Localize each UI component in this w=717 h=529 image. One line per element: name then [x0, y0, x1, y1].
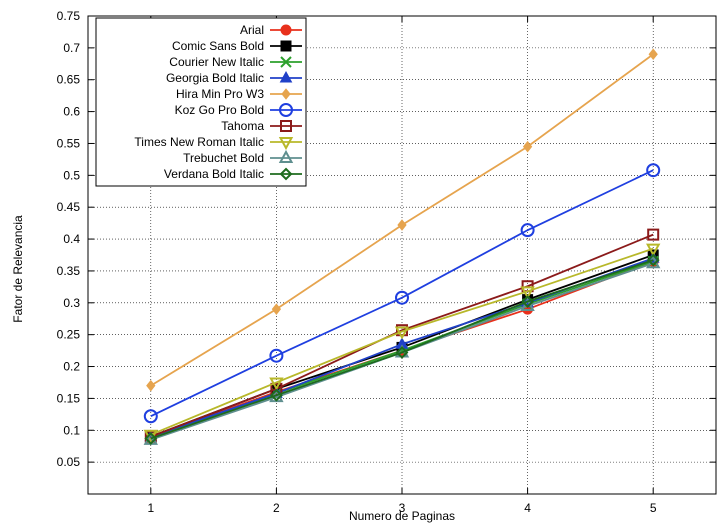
data-point — [281, 88, 291, 100]
data-point — [269, 388, 283, 402]
axes: 0.05 0.1 0.15 0.2 0.25 0.3 0.35 0.4 0.45 0.5 0.55 0… — [57, 9, 717, 515]
data-point — [395, 346, 409, 359]
data-point — [269, 348, 284, 363]
data-point — [279, 70, 293, 83]
legend-label: Tahoma — [221, 119, 264, 133]
data-point — [522, 140, 533, 153]
data-point — [269, 377, 284, 391]
y-tick-label: 0.1 — [63, 423, 80, 437]
legend-label: Hira Min Pro W3 — [176, 87, 264, 101]
x-tick-label: 3 — [399, 501, 406, 515]
data-point — [278, 137, 294, 151]
data-point — [144, 432, 158, 445]
data-point — [394, 326, 410, 340]
y-tick-label: 0.55 — [57, 136, 81, 150]
legend-label: Courier New Italic — [169, 55, 264, 69]
series-line — [150, 233, 654, 438]
legend: Arial Comic Sans Bold Courier New Italic Ge… — [95, 17, 307, 187]
y-tick-label: 0.75 — [57, 9, 81, 23]
data-point — [278, 149, 294, 163]
data-point — [279, 167, 293, 181]
legend-label: Georgia Bold Italic — [166, 71, 264, 85]
y-tick-label: 0.3 — [63, 296, 80, 310]
x-tick-label: 1 — [147, 501, 154, 515]
y-tick-label: 0.15 — [57, 391, 81, 405]
y-tick-label: 0.7 — [63, 41, 80, 55]
y-tick-label: 0.4 — [63, 232, 80, 246]
y-tick-label: 0.65 — [57, 73, 81, 87]
y-axis-label: Fator de Relevancia — [11, 215, 25, 323]
y-tick-label: 0.5 — [63, 168, 80, 182]
y-tick-label: 0.2 — [63, 360, 80, 374]
data-point — [646, 253, 660, 267]
data-point — [270, 382, 283, 395]
data-point — [280, 40, 292, 52]
data-point — [397, 219, 407, 231]
x-tick-label: 2 — [273, 501, 280, 515]
legend-label: Trebuchet Bold — [183, 151, 264, 165]
y-tick-label: 0.35 — [57, 264, 81, 278]
data-point — [647, 228, 660, 241]
data-point — [395, 290, 409, 305]
data-point — [143, 409, 158, 424]
data-point — [279, 103, 293, 117]
y-tick-label: 0.25 — [57, 328, 81, 342]
x-axis-label: Numero de Paginas — [349, 509, 455, 523]
series-line — [150, 169, 654, 418]
data-point — [648, 48, 658, 61]
series-group — [143, 48, 661, 445]
data-point — [520, 286, 535, 300]
data-point — [280, 120, 292, 132]
y-tick-label: 0.45 — [57, 200, 81, 214]
legend-label: Verdana Bold Italic — [164, 167, 264, 181]
series-koz-go-pro-bold — [143, 163, 661, 424]
legend-label: Koz Go Pro Bold — [175, 103, 264, 117]
series-verdana-bold-italic — [144, 253, 660, 445]
data-point — [280, 56, 292, 68]
legend-label: Times New Roman Italic — [134, 135, 264, 149]
x-tick-label: 5 — [650, 501, 657, 515]
series-line — [150, 247, 654, 436]
legend-label: Comic Sans Bold — [172, 39, 264, 53]
data-point — [146, 379, 156, 392]
data-point — [520, 223, 535, 238]
legend-label: Arial — [240, 23, 264, 37]
data-point — [646, 163, 661, 178]
series-hira-min-pro-w3 — [146, 48, 658, 392]
data-point — [280, 24, 292, 36]
series-line — [150, 259, 654, 440]
y-tick-label: 0.05 — [57, 455, 81, 469]
x-tick-label: 4 — [524, 501, 531, 515]
data-point — [646, 243, 661, 257]
data-point — [271, 303, 282, 315]
data-point — [521, 295, 535, 308]
y-tick-label: 0.6 — [63, 105, 80, 119]
